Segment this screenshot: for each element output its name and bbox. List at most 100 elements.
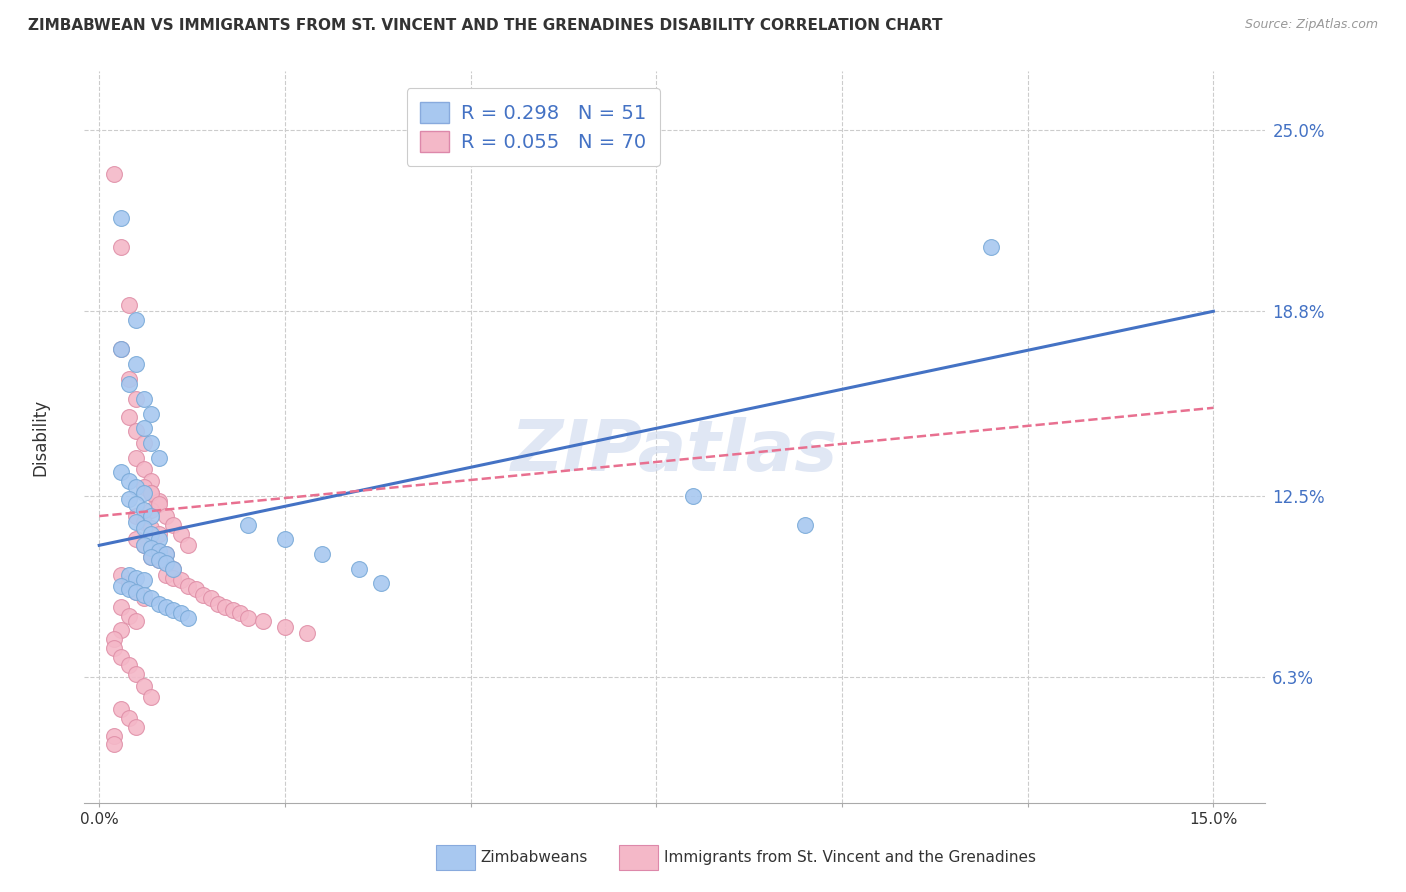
Point	[170, 606, 193, 620]
Point	[132, 480, 155, 494]
Point	[141, 521, 163, 535]
Point	[110, 599, 132, 614]
Text: Immigrants from St. Vincent and the Grenadines: Immigrants from St. Vincent and the Gren…	[664, 850, 1036, 864]
Point	[125, 424, 148, 438]
Point	[148, 597, 170, 611]
Point	[155, 547, 177, 561]
Point	[103, 729, 125, 743]
Point	[118, 582, 141, 597]
Point	[132, 503, 155, 517]
Point	[110, 465, 132, 479]
Point	[118, 608, 141, 623]
Point	[155, 509, 177, 524]
Point	[155, 599, 177, 614]
Point	[118, 567, 141, 582]
Point	[118, 371, 141, 385]
Point	[141, 509, 163, 524]
Point	[162, 517, 184, 532]
Point	[148, 497, 170, 511]
Point	[170, 574, 193, 588]
Point	[110, 343, 132, 357]
Point	[162, 603, 184, 617]
Point	[155, 567, 177, 582]
Point	[110, 343, 132, 357]
Point	[118, 474, 141, 488]
Point	[132, 574, 155, 588]
Point	[132, 421, 155, 435]
Point	[125, 667, 148, 681]
Point	[132, 392, 155, 406]
Point	[148, 526, 170, 541]
Point	[132, 679, 155, 693]
Point	[793, 517, 815, 532]
Point	[118, 491, 141, 506]
Point	[207, 597, 229, 611]
Point	[103, 640, 125, 655]
Point	[141, 690, 163, 705]
Point	[132, 485, 155, 500]
Point	[162, 570, 184, 584]
Point	[141, 549, 163, 564]
Point	[103, 632, 125, 646]
Point	[118, 711, 141, 725]
Point	[132, 462, 155, 476]
Point	[125, 357, 148, 371]
Point	[148, 553, 170, 567]
Point	[118, 298, 141, 312]
Point	[141, 485, 163, 500]
Point	[118, 409, 141, 424]
Point	[274, 620, 297, 634]
Point	[295, 626, 318, 640]
Point	[148, 544, 170, 558]
Point	[125, 392, 148, 406]
Point	[162, 562, 184, 576]
Point	[236, 611, 259, 625]
Legend: R = 0.298   N = 51, R = 0.055   N = 70: R = 0.298 N = 51, R = 0.055 N = 70	[406, 88, 659, 166]
Point	[184, 582, 207, 597]
Point	[125, 615, 148, 629]
Point	[177, 538, 200, 552]
Point	[125, 450, 148, 465]
Point	[118, 658, 141, 673]
Point	[110, 211, 132, 225]
Point	[132, 538, 155, 552]
Point	[252, 615, 274, 629]
Point	[103, 167, 125, 181]
Point	[177, 611, 200, 625]
Point	[141, 407, 163, 421]
Point	[132, 591, 155, 605]
Point	[118, 576, 141, 591]
Point	[141, 541, 163, 556]
Point	[110, 579, 132, 593]
Point	[222, 603, 245, 617]
Point	[148, 533, 170, 547]
Point	[682, 489, 704, 503]
Point	[132, 521, 155, 535]
Point	[125, 720, 148, 734]
Point	[148, 450, 170, 465]
Point	[347, 562, 370, 576]
Point	[125, 585, 148, 599]
Point	[370, 576, 392, 591]
Point	[155, 547, 177, 561]
Text: Source: ZipAtlas.com: Source: ZipAtlas.com	[1244, 18, 1378, 31]
Point	[103, 737, 125, 751]
Point	[177, 579, 200, 593]
Point	[311, 547, 333, 561]
Text: Disability: Disability	[31, 399, 49, 475]
Point	[110, 702, 132, 716]
Point	[141, 503, 163, 517]
Point	[125, 570, 148, 584]
Point	[125, 497, 148, 511]
Point	[125, 515, 148, 529]
Text: Zimbabweans: Zimbabweans	[481, 850, 588, 864]
Point	[132, 588, 155, 602]
Point	[110, 623, 132, 637]
Point	[125, 480, 148, 494]
Point	[193, 588, 215, 602]
Point	[125, 509, 148, 524]
Point	[125, 585, 148, 599]
Point	[200, 591, 222, 605]
Point	[229, 606, 252, 620]
Point	[155, 556, 177, 570]
